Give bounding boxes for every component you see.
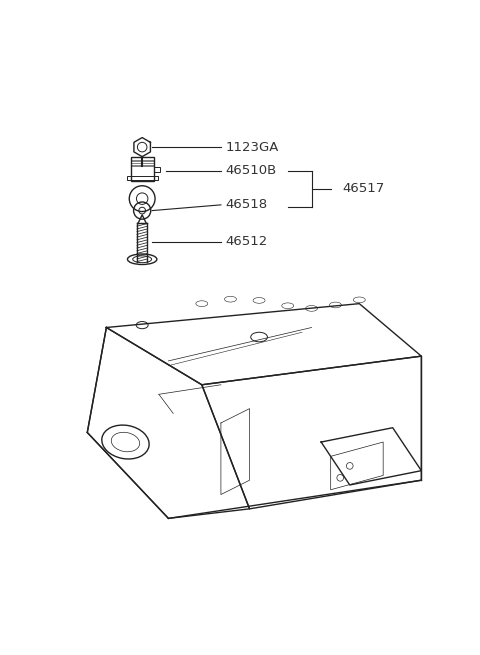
Bar — [127, 176, 157, 180]
Bar — [131, 157, 154, 181]
Text: 46518: 46518 — [226, 198, 268, 212]
Text: 46510B: 46510B — [226, 164, 277, 178]
Text: 46517: 46517 — [343, 182, 385, 195]
Text: 1123GA: 1123GA — [226, 141, 279, 154]
Text: 46512: 46512 — [226, 235, 268, 248]
Bar — [154, 167, 160, 172]
